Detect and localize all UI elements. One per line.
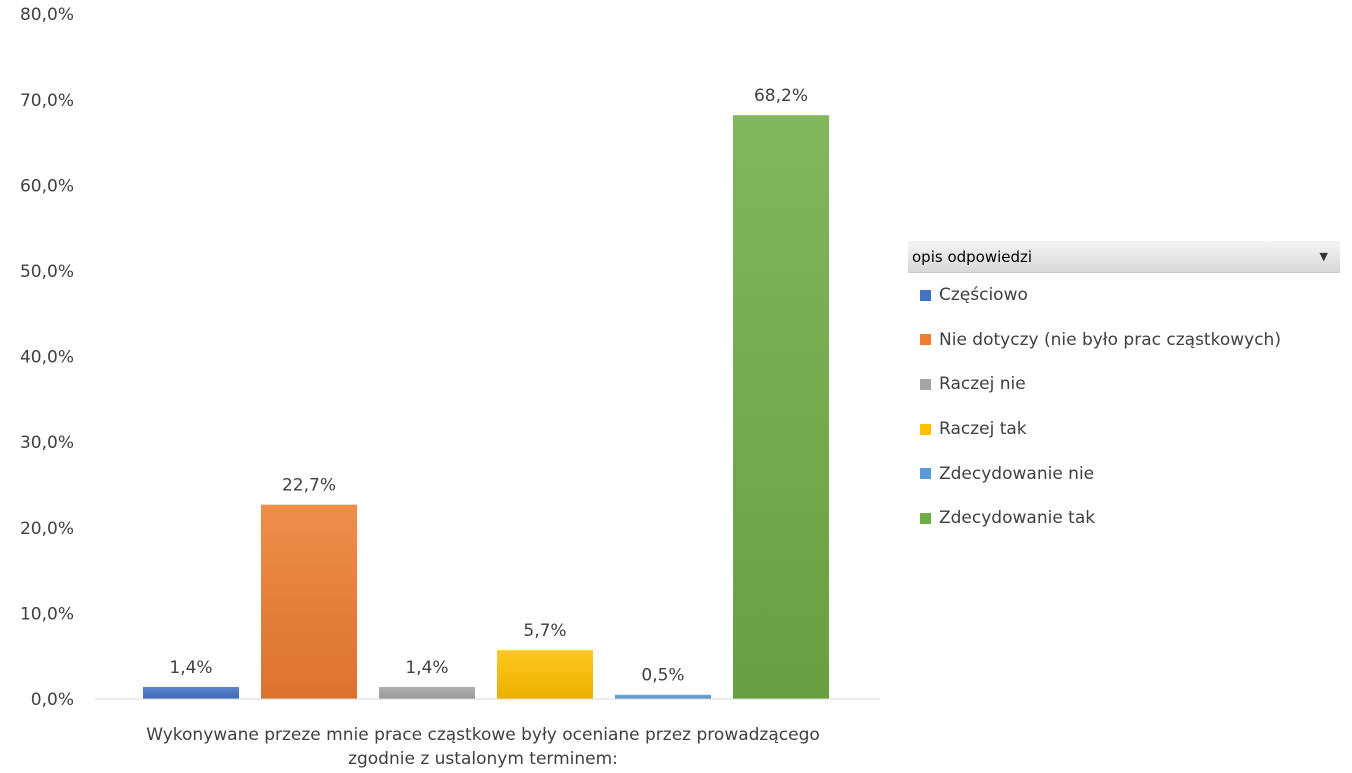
legend-swatch [920, 512, 931, 524]
legend-title: opis odpowiedzi [912, 247, 1033, 266]
bar-raczej-tak [497, 650, 593, 699]
legend-label: Częściowo [939, 285, 1028, 306]
bar-zdecydowanie-tak [733, 115, 829, 699]
legend-swatch [920, 289, 931, 301]
legend-item[interactable]: Zdecydowanie tak [908, 496, 1340, 541]
bar-zdecydowanie-nie [615, 694, 711, 699]
legend-item[interactable]: Raczej nie [908, 362, 1340, 407]
data-labels: 1,4% 22,7% 1,4% 5,7% 0,5% 68,2% [169, 86, 808, 686]
legend-swatch [920, 378, 931, 390]
y-tick-label: 50,0% [20, 262, 74, 282]
legend-filter-header[interactable]: opis odpowiedzi ▼ [908, 241, 1340, 273]
bars [143, 115, 829, 699]
legend-swatch [920, 468, 931, 480]
legend: opis odpowiedzi ▼ Częściowo Nie dotyczy (… [908, 241, 1340, 541]
legend-label: Zdecydowanie nie [939, 463, 1095, 484]
data-label: 1,4% [169, 658, 212, 678]
legend-label: Nie dotyczy (nie było prac cząstkowych) [939, 329, 1281, 350]
legend-item[interactable]: Nie dotyczy (nie było prac cząstkowych) [908, 318, 1340, 363]
y-tick-label: 20,0% [20, 519, 74, 539]
legend-swatch [920, 334, 931, 346]
legend-swatch [920, 423, 931, 435]
bar-raczej-nie [379, 687, 475, 699]
legend-item[interactable]: Zdecydowanie nie [908, 451, 1340, 496]
data-label: 1,4% [405, 658, 448, 678]
x-category-label-line-1: Wykonywane przeze mnie prace cząstkowe b… [146, 725, 820, 745]
data-label: 22,7% [282, 476, 336, 496]
y-axis: 0,0% 10,0% 20,0% 30,0% 40,0% 50,0% 60,0% 70,0% 8… [20, 5, 74, 710]
y-tick-label: 80,0% [20, 5, 74, 25]
bar-cz-ciowo [143, 687, 239, 699]
chevron-down-icon[interactable]: ▼ [1319, 250, 1328, 263]
y-tick-label: 40,0% [20, 348, 74, 368]
legend-item[interactable]: Raczej tak [908, 407, 1340, 452]
data-label: 68,2% [754, 86, 808, 106]
bar-nie-dotyczy-nie-by-o-prac-cz-stkowych- [261, 504, 357, 699]
data-label: 0,5% [641, 666, 684, 686]
legend-label: Raczej tak [939, 419, 1027, 440]
legend-item[interactable]: Częściowo [908, 273, 1340, 318]
data-label: 5,7% [523, 621, 566, 641]
legend-label: Raczej nie [939, 374, 1026, 395]
y-tick-label: 30,0% [20, 433, 74, 453]
y-tick-label: 60,0% [20, 176, 74, 196]
y-tick-label: 0,0% [31, 690, 74, 710]
y-tick-label: 10,0% [20, 604, 74, 624]
y-tick-label: 70,0% [20, 91, 74, 111]
x-category-label-line-2: zgodnie z ustalonym terminem: [348, 749, 618, 769]
legend-label: Zdecydowanie tak [939, 508, 1096, 529]
